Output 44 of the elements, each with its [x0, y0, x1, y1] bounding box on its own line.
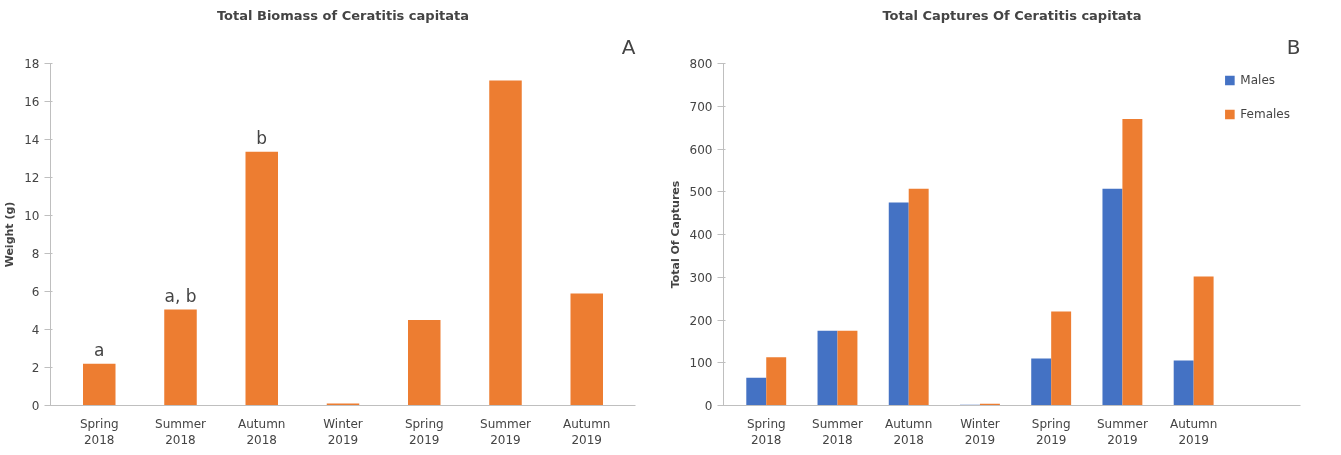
- y-tick-label: 300: [689, 270, 713, 285]
- y-tick-label: 600: [689, 142, 713, 157]
- x-tick-label: Summer 2019: [480, 416, 532, 448]
- annotation: a: [94, 339, 105, 360]
- text: B: [1286, 34, 1301, 59]
- x-tick-label: Spring 2019: [1031, 416, 1071, 448]
- y-tick-label: 2: [31, 361, 40, 375]
- x-tick-label: Summer 2018: [812, 416, 863, 448]
- x-tick-label: Autumn 2019: [563, 416, 611, 448]
- y-tick-label: 6: [31, 285, 40, 299]
- x-tick-label: Autumn 2018: [238, 416, 286, 448]
- y-tick-label: 0: [704, 399, 713, 413]
- x-tick-label: Spring 2018: [79, 416, 119, 448]
- y-tick-label: 10: [24, 209, 40, 223]
- chart-title: Total Biomass of Ceratitis capitata: [216, 7, 470, 23]
- y-tick-label: 14: [24, 133, 40, 147]
- y-tick-label: 100: [689, 356, 713, 371]
- y-tick-label: 12: [24, 171, 40, 185]
- x-tick-label: Winter 2019: [323, 416, 363, 448]
- y-tick-label: 8: [31, 247, 40, 261]
- x-tick-label: Winter 2019: [960, 416, 1000, 448]
- x-tick-label: Summer 2018: [155, 416, 207, 448]
- x-tick-label: Autumn 2018: [885, 416, 933, 448]
- y-tick-label: 400: [689, 228, 713, 242]
- y-tick-label: 4: [31, 323, 40, 337]
- y-tick-label: 800: [689, 57, 713, 71]
- x-tick-label: Spring 2019: [404, 416, 444, 448]
- y-tick-label: 200: [689, 313, 713, 328]
- x-tick-label: Autumn 2019: [1169, 416, 1218, 448]
- y-axis-title: Weight (g): [3, 201, 17, 268]
- legend-label: Females: [1240, 107, 1290, 121]
- y-axis-title: Total Of Captures: [668, 180, 682, 289]
- x-tick-label: Summer 2019: [1096, 416, 1148, 448]
- y-tick-label: 0: [31, 399, 40, 413]
- y-tick-label: 16: [24, 95, 40, 109]
- y-tick-label: 500: [689, 185, 713, 200]
- y-tick-label: 18: [24, 57, 40, 71]
- text: A: [621, 34, 636, 59]
- chart-title: Total Captures Of Ceratitis capitata: [882, 7, 1142, 23]
- annotation: a, b: [164, 285, 197, 306]
- annotation: b: [256, 127, 268, 148]
- legend-label: Males: [1240, 73, 1276, 87]
- x-tick-label: Spring 2018: [746, 416, 786, 448]
- y-tick-label: 700: [689, 99, 713, 114]
